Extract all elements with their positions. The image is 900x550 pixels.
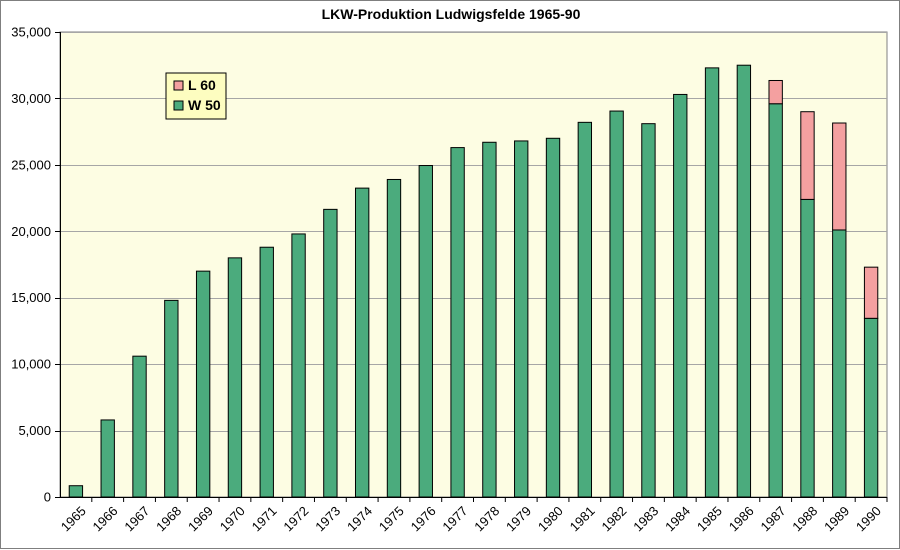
- legend-label: W 50: [188, 97, 221, 113]
- bar-w-50-1969: [195, 270, 211, 498]
- bar-w-50-1990: [863, 317, 879, 498]
- legend-swatch: [173, 80, 184, 91]
- x-tick-label: 1973: [312, 503, 343, 534]
- bar-w-50-1965: [68, 485, 84, 498]
- bar-w-50-1980: [545, 137, 561, 498]
- y-tick-label: 5,000: [18, 423, 51, 438]
- y-tick-label: 0: [44, 490, 51, 505]
- y-tick-label: 20,000: [11, 224, 51, 239]
- x-tick-label: 1986: [726, 503, 757, 534]
- x-tick-label: 1971: [249, 503, 280, 534]
- y-tick-label: 35,000: [11, 25, 51, 40]
- y-tick-label: 25,000: [11, 157, 51, 172]
- bar-w-50-1981: [577, 121, 593, 498]
- bar-w-50-1977: [450, 147, 465, 498]
- y-tick-label: 15,000: [11, 290, 51, 305]
- bar-w-50-1976: [418, 165, 433, 498]
- legend: L 60 W 50: [165, 72, 227, 120]
- x-tick-label: 1984: [662, 503, 693, 534]
- x-tick-label: 1985: [694, 503, 725, 534]
- axes: [55, 32, 888, 502]
- bar-w-50-1971: [259, 246, 274, 498]
- bar-w-50-1978: [482, 141, 497, 498]
- x-tick-label: 1990: [853, 503, 884, 534]
- x-tick-label: 1989: [821, 503, 852, 534]
- bar-w-50-1968: [164, 299, 179, 498]
- chart-title: LKW-Produktion Ludwigsfelde 1965-90: [321, 6, 581, 22]
- x-tick-label: 1975: [376, 503, 407, 534]
- x-tick-label: 1988: [789, 503, 820, 534]
- x-tick-label: 1970: [217, 503, 248, 534]
- bar-l-60-1987: [768, 79, 783, 105]
- bar-w-50-1989: [832, 229, 847, 498]
- bar-w-50-1987: [768, 103, 783, 498]
- bar-w-50-1970: [227, 257, 243, 498]
- bar-w-50-1972: [291, 233, 306, 498]
- x-tick-label: 1983: [630, 503, 661, 534]
- bar-w-50-1975: [386, 178, 402, 498]
- bar-l-60-1988: [800, 111, 815, 200]
- bar-w-50-1988: [800, 198, 815, 498]
- bar-w-50-1979: [514, 140, 529, 498]
- bar-w-50-1974: [354, 187, 370, 498]
- bar-l-60-1989: [832, 122, 847, 231]
- x-tick-label: 1982: [598, 503, 629, 534]
- x-tick-label: 1966: [90, 503, 121, 534]
- bar-w-50-1985: [704, 67, 720, 498]
- legend-label: L 60: [188, 77, 216, 93]
- bar-w-50-1984: [673, 93, 688, 498]
- bar-w-50-1967: [132, 355, 147, 498]
- legend-swatch: [173, 100, 184, 111]
- x-tick-label: 1969: [185, 503, 216, 534]
- bar-w-50-1986: [736, 64, 752, 498]
- x-tick-label: 1981: [567, 503, 598, 534]
- y-tick-label: 30,000: [11, 91, 51, 106]
- x-tick-label: 1978: [471, 503, 502, 534]
- x-tick-labels: 1965 1966 1967 1968 1969 1970 1971 1972 1973 1974…: [58, 503, 884, 534]
- y-tick-labels: 0 5,000 10,000 15,000 20,000 25,000 30,000 35,0…: [11, 25, 51, 505]
- x-tick-label: 1980: [535, 503, 566, 534]
- x-tick-label: 1972: [280, 503, 311, 534]
- x-tick-label: 1968: [153, 503, 184, 534]
- x-tick-label: 1967: [121, 503, 152, 534]
- x-tick-label: 1987: [758, 503, 789, 534]
- bar-w-50-1966: [100, 419, 115, 498]
- x-tick-label: 1977: [439, 503, 470, 534]
- bar-w-50-1973: [323, 208, 338, 498]
- bar-w-50-1983: [641, 123, 656, 498]
- x-tick-label: 1979: [503, 503, 534, 534]
- bar-l-60-1990: [863, 266, 879, 319]
- x-tick-label: 1976: [408, 503, 439, 534]
- y-tick-label: 10,000: [11, 357, 51, 372]
- x-tick-label: 1965: [58, 503, 89, 534]
- x-tick-label: 1974: [344, 503, 375, 534]
- bar-w-50-1982: [609, 110, 624, 498]
